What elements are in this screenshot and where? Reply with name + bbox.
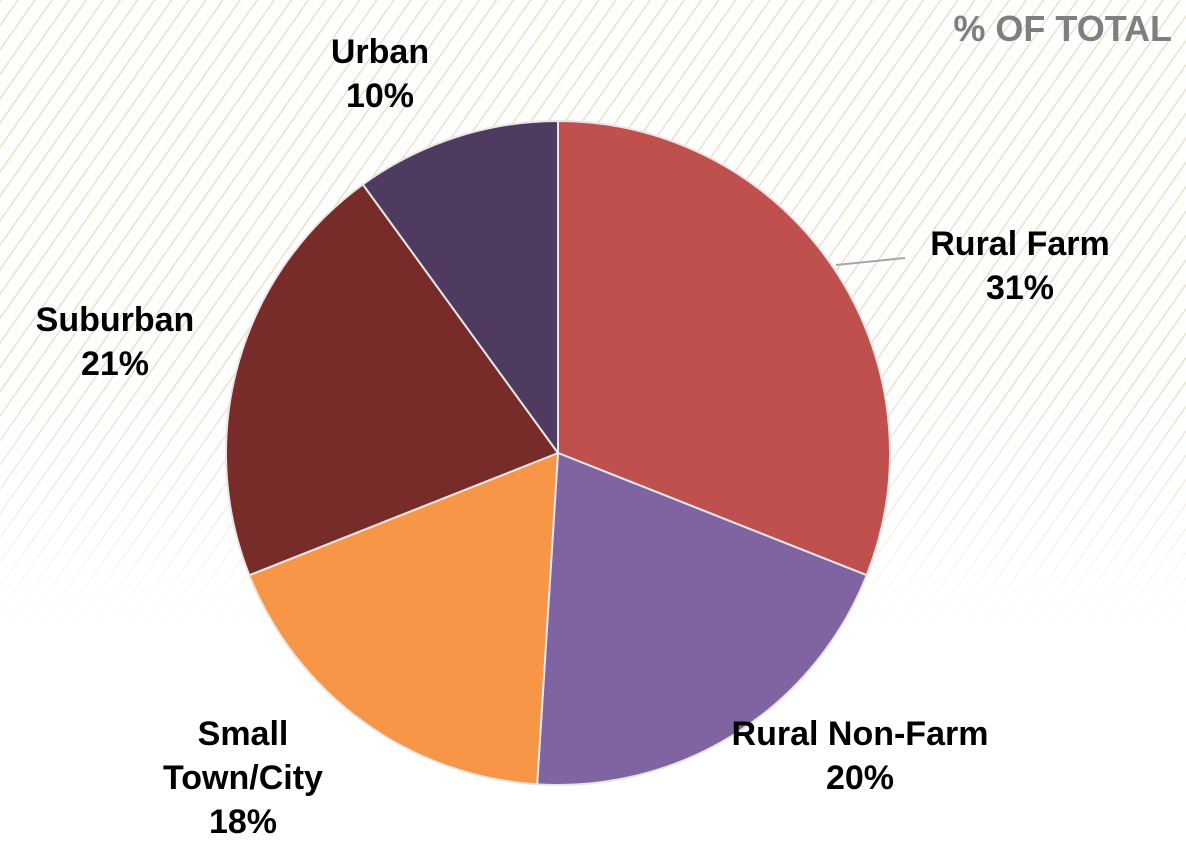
category-label: Small Town/City — [163, 715, 323, 797]
data-label: Rural Non-Farm 20% — [730, 712, 990, 800]
category-label: Urban — [330, 33, 430, 71]
chart-title: % OF TOTAL — [953, 8, 1172, 49]
data-label: Urban 10% — [280, 30, 480, 118]
pie-slice — [361, 119, 559, 457]
data-label: Rural Farm 31% — [890, 222, 1150, 310]
pie-slice — [248, 451, 560, 786]
value-label: 21% — [80, 345, 150, 383]
pie-slice — [557, 119, 891, 577]
category-label: Suburban — [35, 301, 195, 339]
pie-slice — [536, 451, 868, 786]
value-label: 31% — [985, 269, 1055, 307]
data-label: Small Town/City 18% — [133, 712, 353, 844]
category-label: Rural Non-Farm — [731, 715, 989, 753]
value-label: 10% — [345, 77, 415, 115]
pie-slice — [225, 183, 560, 577]
data-label: Suburban 21% — [0, 298, 230, 386]
pie — [225, 119, 891, 786]
value-label: 20% — [825, 759, 895, 797]
value-label: 18% — [208, 803, 278, 841]
category-label: Rural Farm — [930, 225, 1110, 263]
leader-line — [835, 257, 906, 266]
